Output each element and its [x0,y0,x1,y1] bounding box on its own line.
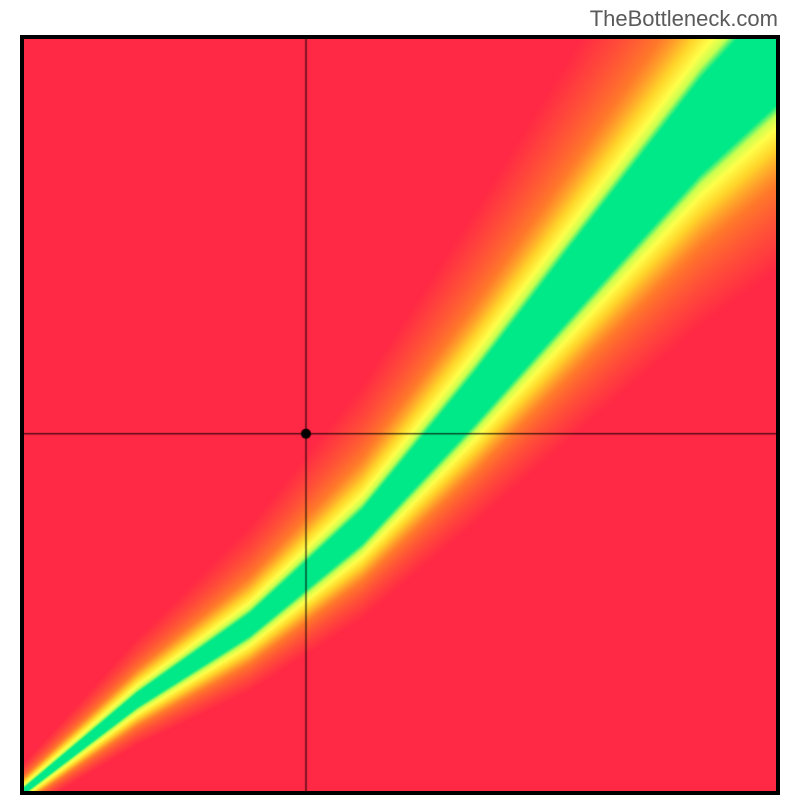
heatmap-chart [20,35,780,795]
watermark-text: TheBottleneck.com [590,6,778,32]
root-container: TheBottleneck.com [0,0,800,800]
heatmap-canvas [24,39,776,791]
